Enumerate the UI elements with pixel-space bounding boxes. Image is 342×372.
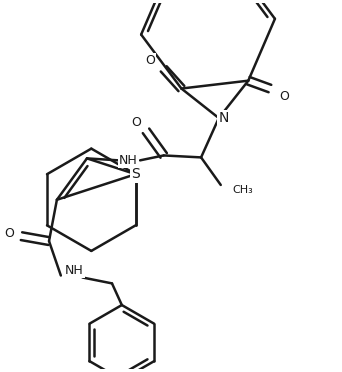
Text: N: N xyxy=(219,111,229,125)
Text: NH: NH xyxy=(119,154,138,167)
Text: O: O xyxy=(279,90,289,103)
Text: S: S xyxy=(131,167,140,181)
Text: O: O xyxy=(5,227,15,240)
Text: NH: NH xyxy=(65,264,84,277)
Text: O: O xyxy=(131,116,141,129)
Text: CH₃: CH₃ xyxy=(233,185,253,195)
Text: O: O xyxy=(145,54,155,67)
